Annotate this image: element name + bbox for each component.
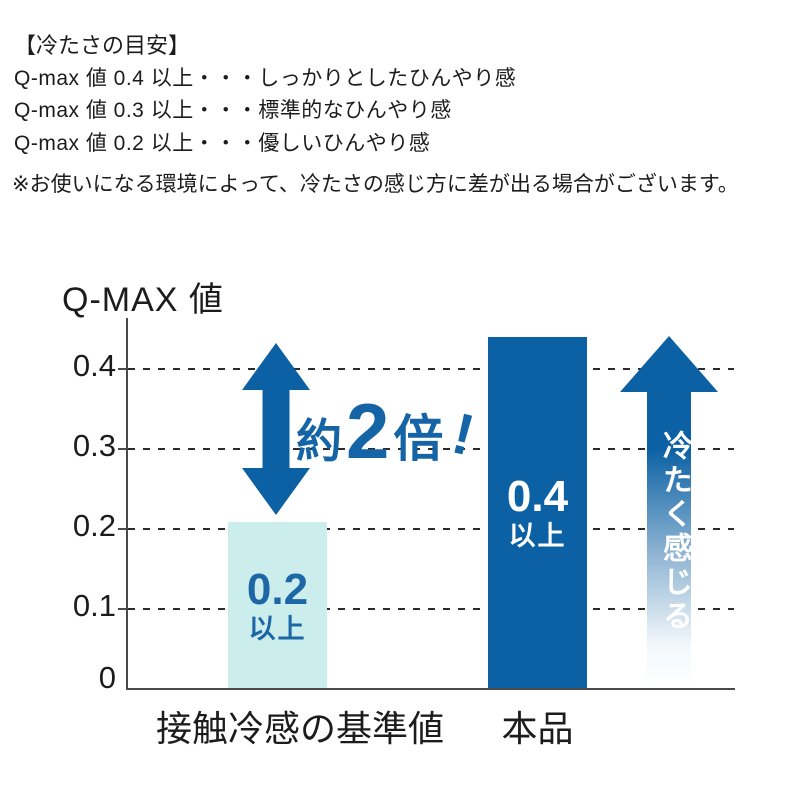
multiplier-number: 2 (346, 387, 390, 476)
y-axis-label-0: 0 (98, 660, 116, 695)
legend-title: 【冷たさの目安】 (14, 33, 191, 58)
bar-product-value-text: 0.4 (506, 472, 569, 521)
x-label-product: 本品 (501, 708, 574, 749)
x-axis-line (126, 688, 735, 690)
bar-standard-label: 0.2 以上 (246, 564, 309, 644)
qmax-guide-line-03: Q-max 値 0.3 以上・・・標準的なひんやり感 (14, 99, 452, 122)
gridline-0-3 (128, 448, 734, 450)
y-tick-0-4 (118, 368, 126, 370)
bar-product-qualifier-text: 以上 (508, 521, 567, 551)
y-axis-line (126, 318, 128, 690)
x-label-standard: 接触冷感の基準値 (155, 708, 444, 749)
bar-standard-value-text: 0.2 (246, 564, 309, 614)
disclaimer-note: ※お使いになる環境によって、冷たさの感じ方に差が出る場合がございます。 (12, 173, 739, 196)
gridline-0-2 (128, 528, 734, 530)
y-axis-label-0-3: 0.3 (72, 428, 116, 463)
multiplier-suffix: 倍 (393, 411, 444, 467)
multiplier-prefix: 約 (296, 415, 342, 467)
multiplier-annotation: 約 2 倍 ! (296, 386, 481, 476)
y-axis-label-0-2: 0.2 (72, 508, 116, 543)
y-tick-0-1 (118, 608, 126, 610)
y-tick-0-3 (118, 448, 126, 450)
up-arrow-icon (620, 336, 718, 688)
multiplier-exclamation: ! (446, 400, 481, 469)
feels-colder-label: 冷たく感じる (658, 430, 691, 634)
qmax-guide-line-02: Q-max 値 0.2 以上・・・優しいひんやり感 (14, 132, 431, 155)
y-axis-label-0-4: 0.4 (72, 348, 116, 383)
gridline-0-1 (128, 608, 734, 610)
y-axis-label-0-1: 0.1 (72, 588, 116, 623)
y-tick-0-2 (118, 528, 126, 530)
bar-product-value: 0.4 以上 (488, 337, 587, 688)
bar-product-label: 0.4 以上 (507, 475, 568, 550)
double-headed-arrow-icon (242, 343, 310, 515)
qmax-guide-line-04: Q-max 値 0.4 以上・・・しっかりとしたひんやり感 (14, 67, 517, 90)
gridline-0-4 (128, 368, 734, 370)
bar-standard-qualifier-text: 以上 (248, 613, 307, 644)
bar-standard-value: 0.2 以上 (228, 522, 327, 688)
chart-title: Q-MAX 値 (62, 281, 224, 319)
